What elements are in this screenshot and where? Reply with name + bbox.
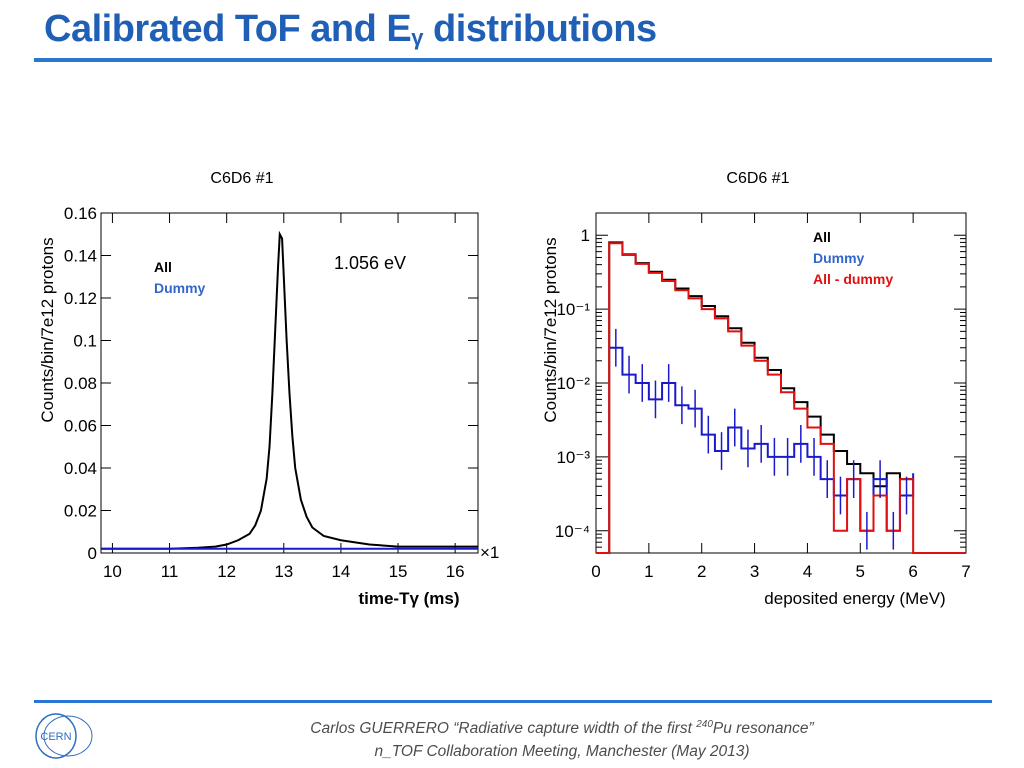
axis-ticks: 0 0.02 0.04 0.06 0.08 0.1 0.12 0.14 0.16 10 11 12 13… [64, 204, 478, 581]
tof-chart: C6D6 #1 0 0.02 0.04 0.06 0.08 0.1 0.12 0.14 0.16… [38, 170, 499, 608]
legend-entry-all: All [813, 229, 831, 245]
y-tick-label: 10⁻¹ [556, 300, 590, 319]
y-tick-label: 0.16 [64, 204, 97, 223]
y-tick-label: 0 [88, 544, 97, 563]
footer-line-2: n_TOF Collaboration Meeting, Manchester … [374, 743, 750, 761]
y-tick-label: 0.02 [64, 502, 97, 521]
series-lines [101, 230, 478, 550]
x-tick-label: 14 [331, 562, 350, 581]
cern-logo: CERN [35, 713, 93, 759]
y-tick-label: 0.1 [73, 332, 97, 351]
peak-annotation: 1.056 eV [334, 253, 406, 273]
y-axis-label: Counts/bin/7e12 protons [38, 237, 57, 422]
x-tick-label: 7 [961, 562, 970, 581]
slide-title: Calibrated ToF and Eγ distributions [44, 8, 657, 50]
y-tick-label: 1 [581, 226, 590, 245]
title-subscript: γ [411, 25, 423, 50]
title-divider [34, 58, 992, 62]
legend-entry-dummy: Dummy [813, 250, 865, 266]
y-tick-label: 10⁻³ [556, 448, 590, 467]
x-multiplier: ×1 [480, 543, 499, 562]
chart-title: C6D6 #1 [726, 170, 789, 187]
y-axis-label: Counts/bin/7e12 protons [541, 237, 560, 422]
series-lines [596, 241, 966, 554]
series-line-all [101, 230, 478, 550]
y-tick-label: 0.12 [64, 289, 97, 308]
series-step-all [596, 241, 914, 554]
legend-entry-all-minus-dummy: All - dummy [813, 271, 893, 287]
isotope-mass-number: 240 [696, 719, 713, 730]
x-tick-label: 6 [908, 562, 917, 581]
series-step-all-dummy [596, 242, 966, 554]
cern-logo-text: CERN [40, 731, 71, 743]
x-tick-label: 1 [644, 562, 653, 581]
x-tick-label: 13 [274, 562, 293, 581]
x-tick-label: 3 [750, 562, 759, 581]
x-tick-label: 0 [591, 562, 600, 581]
x-tick-label: 15 [389, 562, 408, 581]
chart-title: C6D6 #1 [210, 170, 273, 187]
axis-ticks: 1 10⁻¹ 10⁻² 10⁻³ 10⁻⁴ 0 1 2 3 4 5 6 7 [555, 212, 971, 581]
x-axis-label: time-Tγ (ms) [358, 589, 459, 608]
x-tick-label: 10 [103, 562, 122, 581]
x-axis-label: deposited energy (MeV) [764, 589, 945, 608]
y-tick-label: 0.14 [64, 247, 97, 266]
energy-chart: C6D6 #1 1 10⁻¹ 10⁻² 10⁻³ 10⁻⁴ 0 1 2 3 4 5 6 7 Counts… [541, 170, 971, 608]
y-tick-label: 0.04 [64, 459, 97, 478]
legend-entry-dummy: Dummy [154, 280, 206, 296]
y-tick-label: 10⁻⁴ [555, 522, 590, 541]
footer-citation: Carlos GUERRERO “Radiative capture width… [200, 713, 924, 763]
y-tick-label: 10⁻² [556, 374, 590, 393]
x-tick-label: 2 [697, 562, 706, 581]
x-tick-label: 11 [161, 562, 179, 581]
footer-divider [34, 700, 992, 703]
footer-line-1: Carlos GUERRERO “Radiative capture width… [310, 719, 814, 738]
y-tick-label: 0.06 [64, 417, 97, 436]
x-tick-label: 16 [446, 562, 465, 581]
x-tick-label: 12 [217, 562, 236, 581]
x-tick-label: 4 [803, 562, 812, 581]
x-tick-label: 5 [856, 562, 865, 581]
y-tick-label: 0.08 [64, 374, 97, 393]
legend-entry-all: All [154, 259, 172, 275]
